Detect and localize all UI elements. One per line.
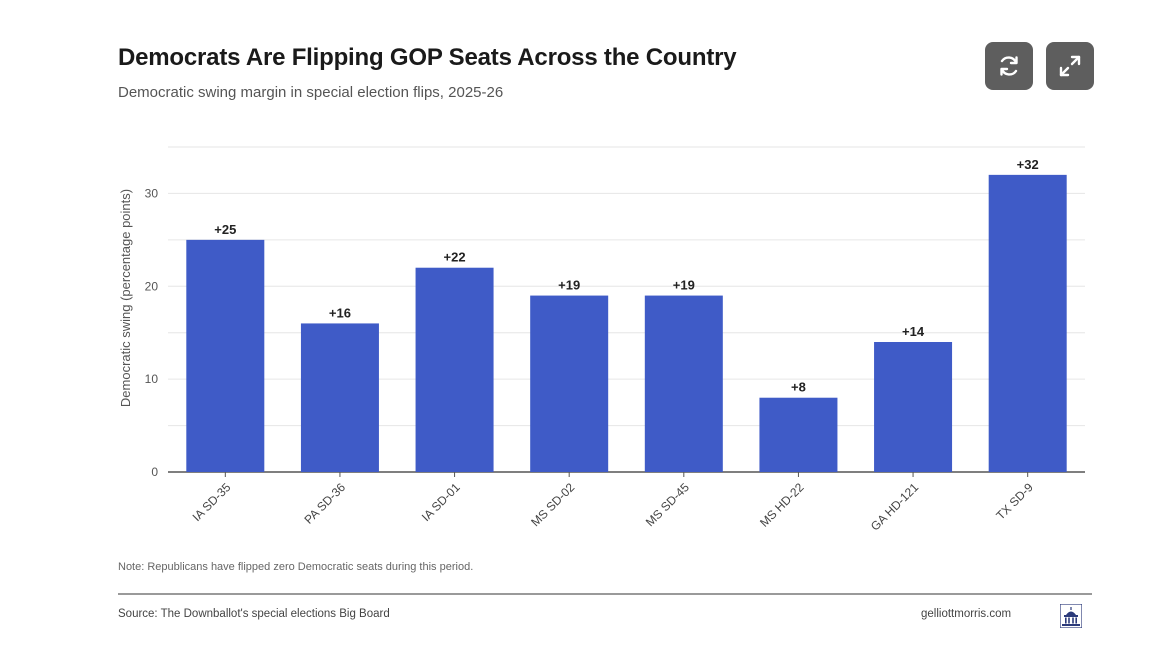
- bar[interactable]: [530, 295, 609, 472]
- y-tick-label: 0: [151, 465, 158, 479]
- bar[interactable]: [874, 342, 953, 472]
- data-label: +8: [791, 380, 806, 395]
- y-tick-label: 30: [145, 186, 159, 200]
- y-axis-label: Democratic swing (percentage points): [118, 189, 133, 407]
- data-label: +19: [558, 278, 580, 293]
- data-label: +16: [329, 305, 351, 320]
- capitol-logo-icon: [1060, 604, 1082, 628]
- x-tick-label: IA SD-01: [419, 480, 463, 524]
- y-tick-label: 10: [145, 372, 159, 386]
- x-tick-label: PA SD-36: [302, 480, 349, 527]
- x-tick-label: GA HD-121: [868, 480, 922, 534]
- x-tick-label: MS SD-45: [643, 480, 692, 529]
- x-tick-label: MS HD-22: [757, 480, 807, 530]
- data-label: +32: [1017, 157, 1039, 172]
- bar[interactable]: [186, 239, 265, 472]
- data-label: +22: [444, 250, 466, 265]
- x-tick-label: IA SD-35: [190, 480, 234, 524]
- bar[interactable]: [759, 397, 838, 472]
- site-link[interactable]: gelliottmorris.com: [921, 608, 1012, 620]
- expand-button[interactable]: [1046, 42, 1094, 90]
- bar[interactable]: [644, 295, 723, 472]
- refresh-icon: [1000, 56, 1018, 76]
- bar[interactable]: [300, 323, 379, 472]
- bar[interactable]: [988, 174, 1067, 472]
- x-tick-label: TX SD-9: [993, 480, 1036, 523]
- chart-title: Democrats Are Flipping GOP Seats Across …: [118, 44, 737, 71]
- bar[interactable]: [415, 267, 494, 472]
- expand-icon: [1059, 55, 1081, 77]
- data-label: +25: [214, 222, 236, 237]
- y-tick-label: 20: [145, 279, 159, 293]
- x-tick-label: MS SD-02: [528, 480, 577, 529]
- data-label: +19: [673, 278, 695, 293]
- chart-subtitle: Democratic swing margin in special elect…: [118, 84, 504, 101]
- data-label: +14: [902, 324, 925, 339]
- chart-note: Note: Republicans have flipped zero Demo…: [118, 561, 474, 573]
- source-text: Source: The Downballot's special electio…: [118, 608, 390, 620]
- refresh-button[interactable]: [985, 42, 1033, 90]
- bar-chart: +25 +16 +22 +19 +19 +8 +14 +32 0 10 20 30 IA SD-35 P…: [118, 146, 1085, 534]
- footer-divider: [118, 593, 1092, 595]
